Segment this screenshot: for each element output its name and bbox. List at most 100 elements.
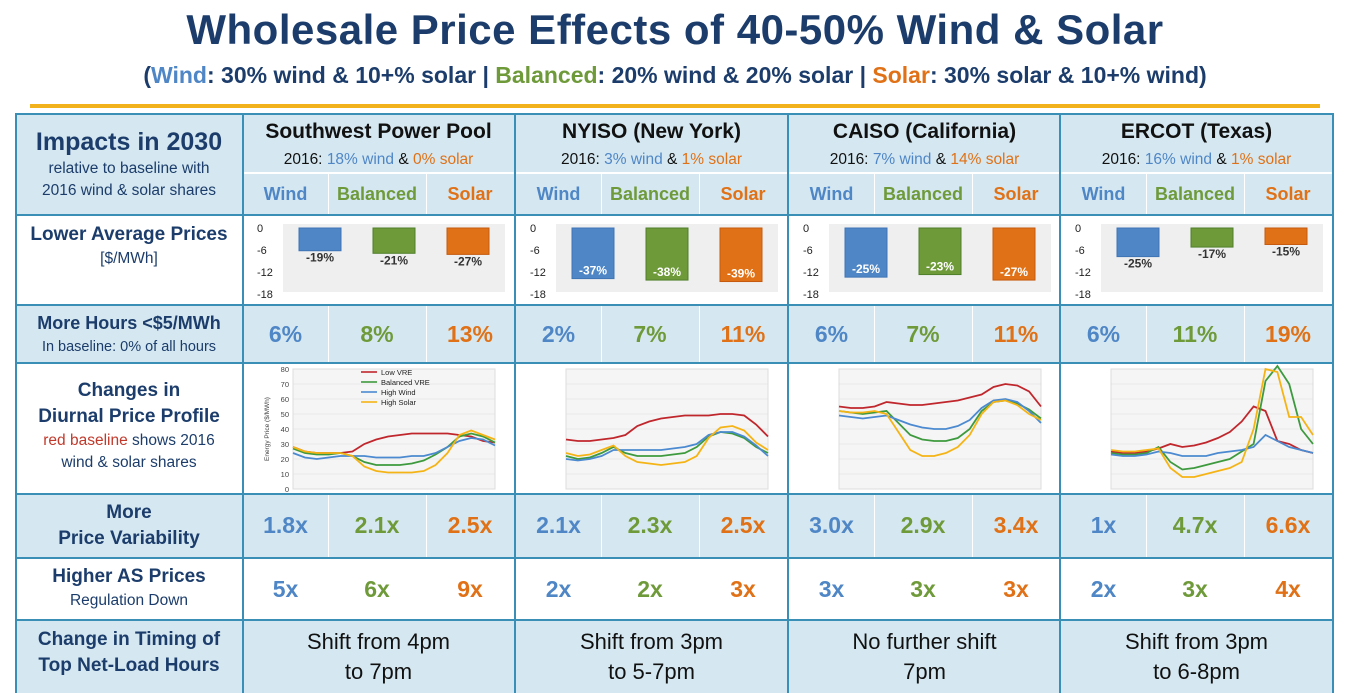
diurnal-price-chart: [838, 368, 1042, 490]
y-tick-label: -18: [530, 289, 546, 301]
y-tick-label: 60: [281, 395, 289, 404]
scenario-header: Solar: [720, 183, 766, 204]
as-price-value: 3x: [1003, 575, 1029, 602]
band-separator: [601, 172, 602, 214]
bar-data-label: -19%: [306, 251, 334, 265]
region-solar-share: 14% solar: [950, 151, 1020, 168]
region-wind-share: 18% wind: [326, 151, 395, 168]
hours-value: 11%: [1172, 320, 1218, 347]
avg-price-bar-chart: 0 -6 -12 -18 -25% -17% -15%: [1075, 223, 1323, 301]
y-tick-label: 10: [281, 470, 289, 479]
region-share: 2016: 16% wind & 1% solar: [1101, 151, 1292, 168]
y-tick-label: 80: [281, 365, 289, 374]
scenario-header: Balanced: [609, 183, 691, 204]
y-tick-label: 30: [281, 440, 289, 449]
avg-price-bar-chart: 0 -6 -12 -18 -25% -23% -27%: [803, 223, 1051, 301]
variability-value: 4.7x: [1172, 512, 1218, 538]
page-title: Wholesale Price Effects of 40-50% Wind &…: [186, 6, 1164, 53]
scenario-header: Wind: [536, 183, 581, 204]
band-separator: [699, 305, 700, 363]
hours-value: 13%: [446, 320, 494, 347]
band-separator: [426, 172, 427, 214]
timing-band: [16, 620, 1334, 693]
bar: [1116, 227, 1160, 258]
band-separator: [1146, 494, 1147, 557]
bar-data-label: -15%: [1272, 245, 1300, 259]
y-tick-label: -6: [803, 245, 813, 257]
series-line: [565, 431, 769, 460]
scenario-header: Solar: [447, 183, 493, 204]
as-price-value: 9x: [457, 575, 483, 602]
diurnal-price-chart: 80 70 60 50 40 30 20 10 0 Energy Price ($/MWh) Low…: [264, 365, 496, 493]
y-tick-label: -12: [803, 267, 819, 279]
timing-value: Shift from 3pm to 5-7pm: [579, 628, 724, 684]
y-tick-label: 0: [803, 223, 809, 235]
header-band: [16, 114, 1334, 214]
legend-entry: High Solar: [381, 398, 417, 407]
y-axis-label: Energy Price ($/MWh): [264, 397, 271, 461]
hours-value: 2%: [541, 320, 576, 347]
region-share: 2016: 7% wind & 14% solar: [829, 151, 1020, 168]
region-solar-share: 1% solar: [681, 151, 742, 168]
legend-entry: High Wind: [381, 388, 416, 397]
impacts-sub1: relative to baseline with: [48, 160, 210, 177]
bar: [719, 227, 763, 283]
hours-value: 7%: [906, 320, 940, 347]
bar: [571, 227, 615, 280]
scenario-header: Wind: [1081, 183, 1126, 204]
variability-value: 2.5x: [447, 512, 493, 538]
band-separator: [699, 494, 700, 557]
as-price-value: 4x: [1275, 575, 1301, 602]
bar-data-label: -37%: [579, 264, 607, 278]
legend-entry: Balanced VRE: [381, 378, 430, 387]
region-name: NYISO (New York): [562, 120, 741, 143]
y-tick-label: -18: [257, 289, 273, 301]
scenario-header: Solar: [993, 183, 1039, 204]
region-name: ERCOT (Texas): [1120, 120, 1273, 143]
hours-band: [16, 305, 1334, 363]
y-tick-label: 20: [281, 455, 289, 464]
bar: [1264, 227, 1308, 245]
bar: [918, 227, 962, 276]
hours-value: 8%: [360, 320, 394, 347]
y-tick-label: 40: [281, 425, 289, 434]
hours-value: 6%: [814, 320, 849, 347]
label-variability: More Price Variability: [58, 502, 200, 549]
scenario-header: Wind: [809, 183, 854, 204]
series-line: [838, 398, 1042, 430]
legend-entry: Low VRE: [381, 368, 412, 377]
title-divider: [30, 104, 1320, 108]
variability-value: 2.5x: [720, 512, 766, 538]
hours-value: 7%: [633, 320, 667, 347]
hours-value: 6%: [1086, 320, 1121, 347]
variability-value: 6.6x: [1265, 512, 1311, 538]
bar-data-label: -39%: [727, 267, 755, 281]
y-tick-label: 0: [285, 485, 289, 493]
region-wind-share: 3% wind: [604, 151, 663, 168]
y-tick-label: -6: [1075, 245, 1085, 257]
region-share: 2016: 3% wind & 1% solar: [561, 151, 742, 168]
as-price-value: 2x: [545, 575, 572, 602]
series-line: [1110, 364, 1314, 471]
series-line: [292, 429, 496, 474]
diurnal-price-chart: [565, 368, 769, 490]
region-wind-share: 7% wind: [872, 151, 932, 168]
y-tick-label: -12: [530, 267, 546, 279]
as-price-value: 2x: [637, 575, 663, 602]
band-separator: [972, 172, 973, 214]
label-diurnal: Changes in Diurnal Price Profile red bas…: [38, 380, 220, 471]
subtitle-balanced: Balanced: [495, 62, 598, 88]
variability-value: 2.1x: [536, 512, 581, 538]
series-line: [565, 413, 769, 442]
variability-value: 3.0x: [809, 512, 854, 538]
band-separator: [972, 305, 973, 363]
bar-data-label: -21%: [380, 253, 408, 267]
hours-value: 11%: [720, 320, 766, 347]
label-hours: More Hours <$5/MWh In baseline: 0% of al…: [37, 313, 221, 355]
label-as-prices: Higher AS Prices Regulation Down: [52, 566, 206, 609]
y-tick-label: 50: [281, 410, 289, 419]
bar: [446, 227, 490, 255]
band-separator: [874, 172, 875, 214]
bar-data-label: -17%: [1198, 247, 1226, 261]
avg-price-bar-chart: 0 -6 -12 -18 -37% -38% -39%: [530, 223, 778, 301]
